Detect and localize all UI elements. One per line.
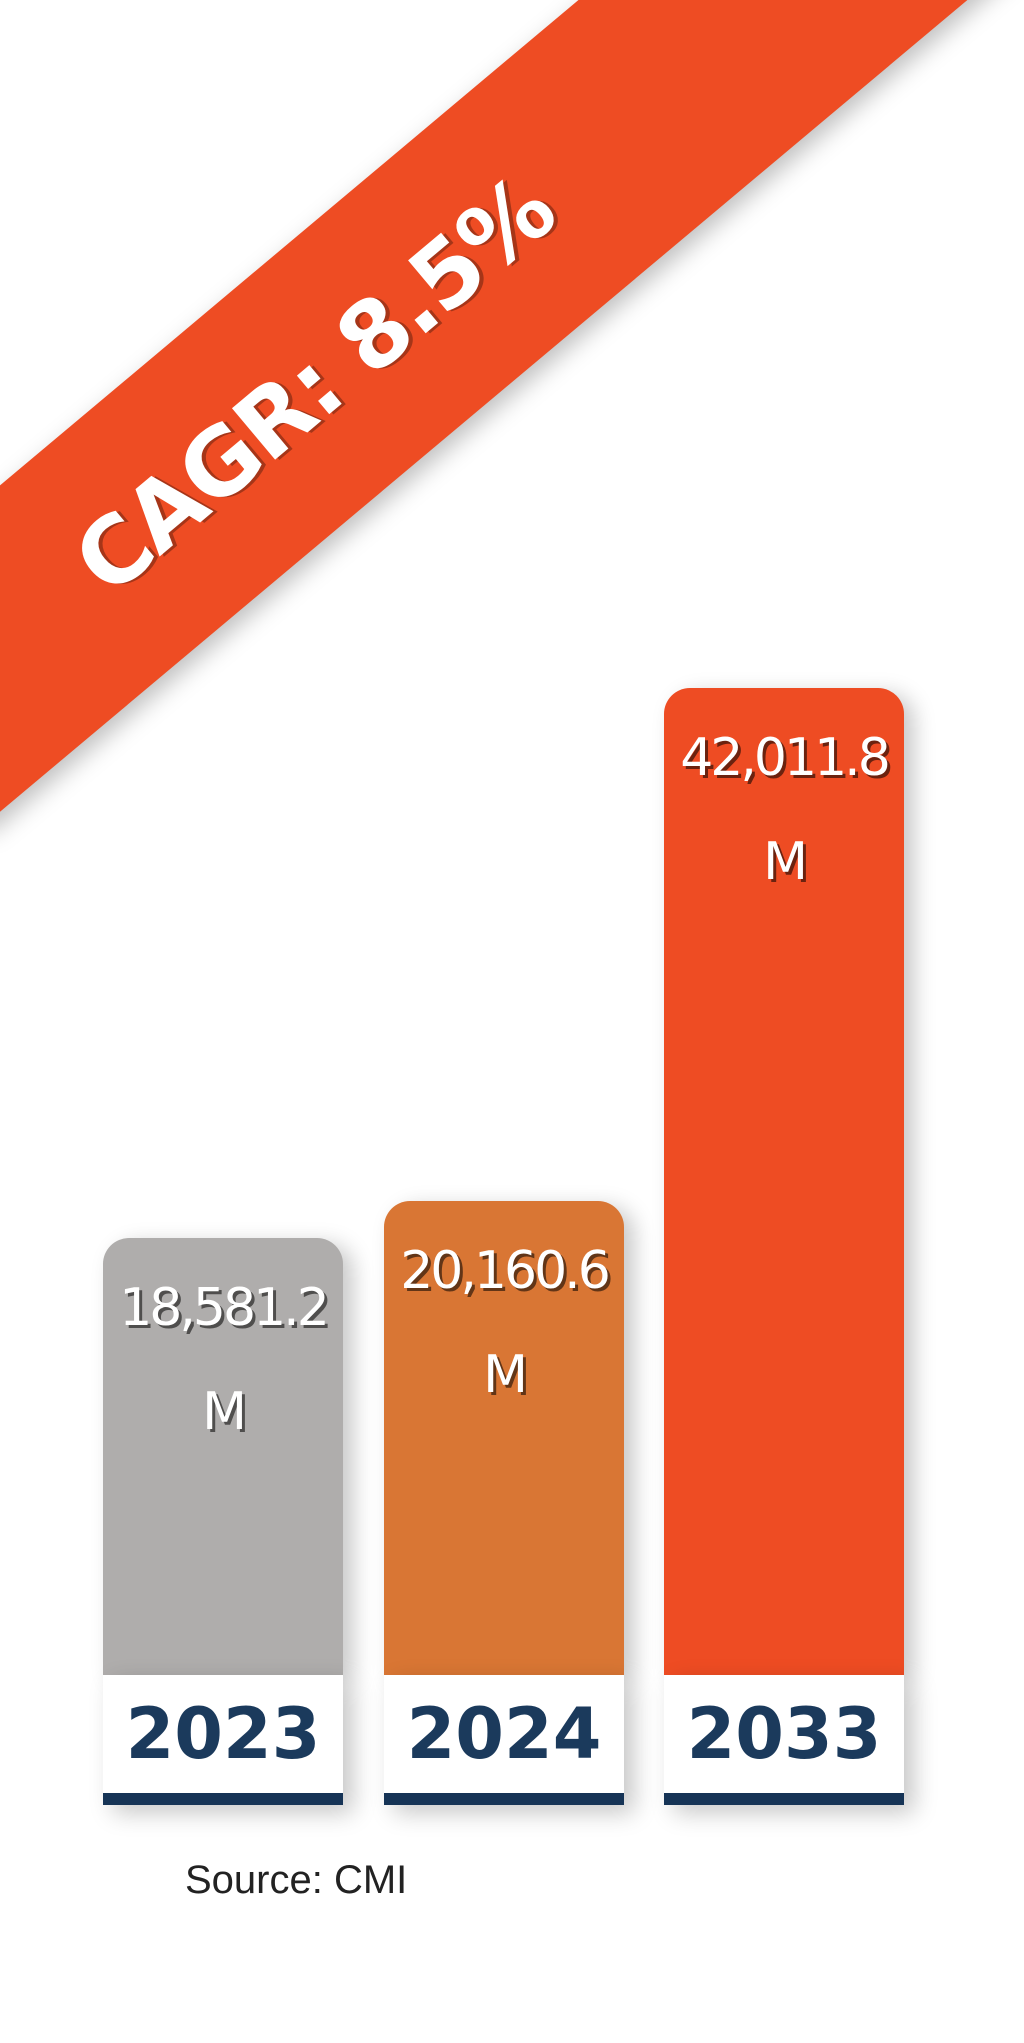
year-underline: [384, 1793, 624, 1805]
bar-value-label: 20,160.6M: [400, 1241, 611, 1406]
bar-value-label: 42,011.8 M: [680, 727, 891, 892]
source-note: Source: CMI: [185, 1858, 408, 1902]
year-tick-label: 2024: [406, 1693, 602, 1775]
bar-2024: 20,160.6M: [384, 1201, 624, 1675]
bar-value-label: 18,581.2 M: [119, 1278, 330, 1443]
bar-2033: 42,011.8 M: [664, 687, 904, 1675]
year-underline: [664, 1793, 904, 1805]
year-tick-label: 2033: [686, 1693, 882, 1775]
year-underline: [103, 1793, 343, 1805]
year-label-box: 2024: [384, 1675, 624, 1805]
year-tick-label: 2023: [125, 1693, 321, 1775]
year-label-box: 2023: [103, 1675, 343, 1805]
year-label-box: 2033: [664, 1675, 904, 1805]
bar-2023: 18,581.2 M: [103, 1238, 343, 1675]
